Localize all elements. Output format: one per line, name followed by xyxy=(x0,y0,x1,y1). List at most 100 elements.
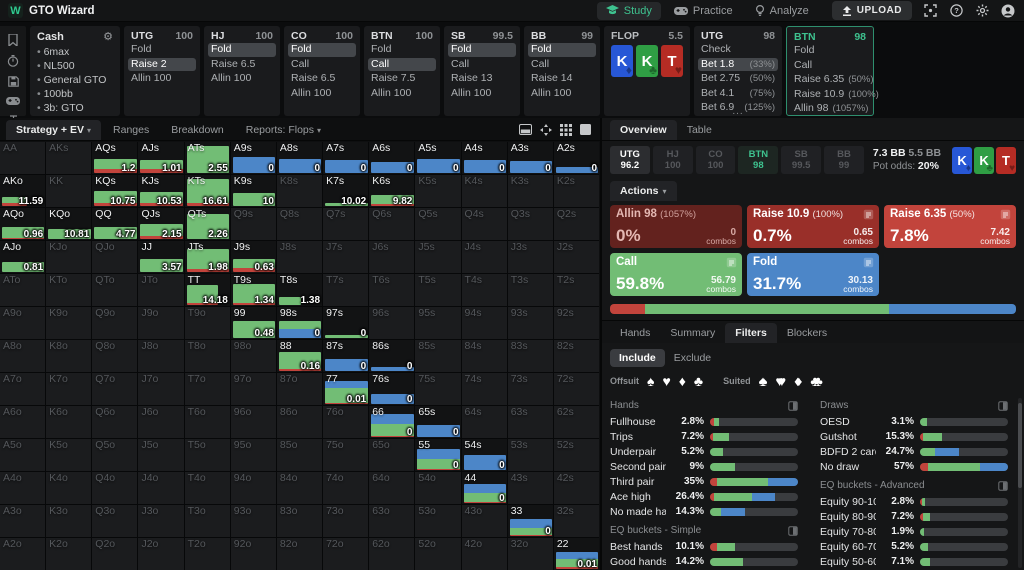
action-allin-98[interactable]: Allin 98 (1057%) xyxy=(791,102,869,116)
filter-row-trips[interactable]: Trips 7.2% xyxy=(610,429,798,444)
matrix-cell-t4s[interactable]: T4s xyxy=(461,274,507,306)
board-card-k-diamond[interactable]: K ♦ xyxy=(611,45,633,77)
matrix-cell-a9o[interactable]: A9o xyxy=(0,307,46,339)
account-avatar-icon[interactable] xyxy=(1000,3,1016,19)
matrix-cell-q9o[interactable]: Q9o xyxy=(92,307,138,339)
action-raise-14[interactable]: Raise 14 xyxy=(528,72,596,86)
scrollbar-thumb[interactable] xyxy=(1018,403,1022,488)
matrix-cell-44[interactable]: 44 0 xyxy=(461,472,507,504)
gamepad-icon[interactable] xyxy=(5,96,21,106)
matrix-cell-k9s[interactable]: K9s 10 xyxy=(230,175,276,207)
matrix-cell-65s[interactable]: 65s 0 xyxy=(415,406,461,438)
action-fold[interactable]: Fold xyxy=(208,43,276,57)
matrix-cell-j4o[interactable]: J4o xyxy=(138,472,184,504)
matrix-cell-a2o[interactable]: A2o xyxy=(0,538,46,570)
filter-row-bdfd-2-cards[interactable]: BDFD 2 cards 24.7% xyxy=(820,444,1008,459)
matrix-cell-55[interactable]: 55 0 xyxy=(415,439,461,471)
matrix-cell-q6s[interactable]: Q6s xyxy=(369,208,415,240)
action-allin-100[interactable]: Allin 100 xyxy=(528,87,596,101)
matrix-cell-42o[interactable]: 42o xyxy=(461,538,507,570)
matrix-cell-j9s[interactable]: J9s 0.63 xyxy=(230,241,276,273)
matrix-cell-43o[interactable]: 43o xyxy=(461,505,507,537)
matrix-cell-53o[interactable]: 53o xyxy=(415,505,461,537)
matrix-cell-87s[interactable]: 87s 0 xyxy=(323,340,369,372)
action-allin-100[interactable]: Allin 100 xyxy=(288,87,356,101)
matrix-cell-k5s[interactable]: K5s xyxy=(415,175,461,207)
matrix-cell-j8o[interactable]: J8o xyxy=(138,340,184,372)
action-call[interactable]: Call xyxy=(368,57,436,71)
matrix-cell-33[interactable]: 33 0 xyxy=(507,505,553,537)
action-raise-7-5[interactable]: Raise 7.5 xyxy=(368,72,436,86)
matrix-cell-a3o[interactable]: A3o xyxy=(0,505,46,537)
matrix-cell-j2s[interactable]: J2s xyxy=(553,241,599,273)
diamond-suit-filter-icon[interactable]: ♦ xyxy=(678,373,686,389)
matrix-cell-94s[interactable]: 94s xyxy=(461,307,507,339)
tab-hands[interactable]: Hands xyxy=(610,323,660,343)
action-fold[interactable]: Fold xyxy=(791,44,869,58)
matrix-cell-86s[interactable]: 86s 0 xyxy=(369,340,415,372)
filter-row-no-made-hand[interactable]: No made hand 14.3% xyxy=(610,504,798,519)
matrix-cell-76s[interactable]: 76s 0 xyxy=(369,373,415,405)
matrix-cell-qq[interactable]: QQ 4.77 xyxy=(92,208,138,240)
matrix-cell-62s[interactable]: 62s xyxy=(553,406,599,438)
matrix-cell-t3o[interactable]: T3o xyxy=(184,505,230,537)
tab-summary[interactable]: Summary xyxy=(660,323,725,343)
filter-row-second-pair[interactable]: Second pair 9% xyxy=(610,459,798,474)
section-display-toggle-icon[interactable] xyxy=(998,480,1008,491)
tab-overview[interactable]: Overview xyxy=(610,120,677,140)
action-card-allin-98[interactable]: Allin 98 (1057%) 0% 0 combos xyxy=(610,205,742,248)
matrix-cell-92s[interactable]: 92s xyxy=(553,307,599,339)
matrix-cell-73s[interactable]: 73s xyxy=(507,373,553,405)
action-card-raise-6-35[interactable]: Raise 6.35 (50%) 7.8% 7.42 combos xyxy=(884,205,1016,248)
matrix-cell-kjo[interactable]: KJo xyxy=(46,241,92,273)
matrix-cell-t5s[interactable]: T5s xyxy=(415,274,461,306)
nav-tab-analyze[interactable]: Analyze xyxy=(746,2,818,20)
tab-table[interactable]: Table xyxy=(677,120,722,140)
matrix-cell-t2s[interactable]: T2s xyxy=(553,274,599,306)
view-fit-icon[interactable] xyxy=(539,123,552,136)
matrix-cell-a9s[interactable]: A9s 0 xyxy=(230,142,276,174)
matrix-cell-75o[interactable]: 75o xyxy=(323,439,369,471)
filter-row-good-hands[interactable]: Good hands 14.2% xyxy=(610,554,798,569)
matrix-cell-k9o[interactable]: K9o xyxy=(46,307,92,339)
filter-row-third-pair[interactable]: Third pair 35% xyxy=(610,474,798,489)
matrix-cell-83o[interactable]: 83o xyxy=(276,505,323,537)
save-icon[interactable] xyxy=(5,76,21,87)
bookmark-icon[interactable] xyxy=(5,34,21,46)
matrix-cell-ajo[interactable]: AJo 0.81 xyxy=(0,241,46,273)
matrix-cell-kqo[interactable]: KQo 10.81 xyxy=(46,208,92,240)
matrix-cell-a4o[interactable]: A4o xyxy=(0,472,46,504)
matrix-cell-77[interactable]: 77 0.01 xyxy=(323,373,369,405)
action-allin-100[interactable]: Allin 100 xyxy=(368,87,436,101)
matrix-cell-82s[interactable]: 82s xyxy=(553,340,599,372)
matrix-cell-t9o[interactable]: T9o xyxy=(184,307,230,339)
matrix-cell-qjo[interactable]: QJo xyxy=(92,241,138,273)
action-bet-4-1[interactable]: Bet 4.1 (75%) xyxy=(698,87,778,101)
matrix-cell-64s[interactable]: 64s xyxy=(461,406,507,438)
action-call[interactable]: Call xyxy=(791,59,869,73)
matrix-cell-54s[interactable]: 54s 0 xyxy=(461,439,507,471)
note-icon[interactable] xyxy=(863,209,874,220)
matrix-cell-a5o[interactable]: A5o xyxy=(0,439,46,471)
matrix-cell-t2o[interactable]: T2o xyxy=(184,538,230,570)
matrix-cell-88[interactable]: 88 0.16 xyxy=(276,340,323,372)
timer-icon[interactable] xyxy=(5,55,21,67)
view-split-icon[interactable] xyxy=(519,123,532,136)
matrix-cell-k7o[interactable]: K7o xyxy=(46,373,92,405)
matrix-cell-a2s[interactable]: A2s 0 xyxy=(553,142,599,174)
matrix-cell-k4o[interactable]: K4o xyxy=(46,472,92,504)
matrix-cell-72s[interactable]: 72s xyxy=(553,373,599,405)
action-raise-13[interactable]: Raise 13 xyxy=(448,72,516,86)
matrix-cell-j7s[interactable]: J7s xyxy=(323,241,369,273)
matrix-cell-qjs[interactable]: QJs 2.15 xyxy=(138,208,184,240)
filter-mode-include[interactable]: Include xyxy=(610,349,665,367)
note-icon[interactable] xyxy=(863,257,874,268)
matrix-cell-t7s[interactable]: T7s xyxy=(323,274,369,306)
screen-capture-icon[interactable] xyxy=(922,3,938,19)
heart-suit-filter-icon[interactable]: ♥ xyxy=(662,373,671,389)
filter-row-equity-50-60[interactable]: Equity 50-60 7.1% xyxy=(820,554,1008,569)
matrix-cell-t6s[interactable]: T6s xyxy=(369,274,415,306)
matrix-cell-k2o[interactable]: K2o xyxy=(46,538,92,570)
matrix-cell-a7s[interactable]: A7s 0 xyxy=(323,142,369,174)
gto-wizard-logo-icon[interactable]: W xyxy=(8,3,23,18)
